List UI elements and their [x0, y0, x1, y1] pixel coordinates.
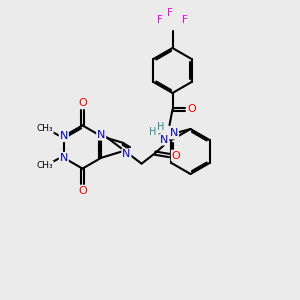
Text: N: N [97, 130, 105, 140]
Text: N: N [60, 131, 68, 141]
Text: H: H [149, 127, 157, 137]
Text: O: O [78, 98, 87, 108]
Text: CH₃: CH₃ [36, 124, 53, 133]
Text: O: O [78, 186, 87, 196]
Text: CH₃: CH₃ [36, 161, 53, 170]
Text: F: F [167, 8, 173, 18]
Text: N: N [160, 135, 168, 145]
Text: N: N [60, 153, 68, 163]
Text: F: F [157, 15, 163, 25]
Text: F: F [182, 15, 188, 25]
Text: N: N [170, 128, 178, 139]
Text: H: H [158, 122, 165, 132]
Text: O: O [172, 151, 181, 160]
Text: O: O [187, 104, 196, 115]
Text: N: N [122, 149, 130, 159]
